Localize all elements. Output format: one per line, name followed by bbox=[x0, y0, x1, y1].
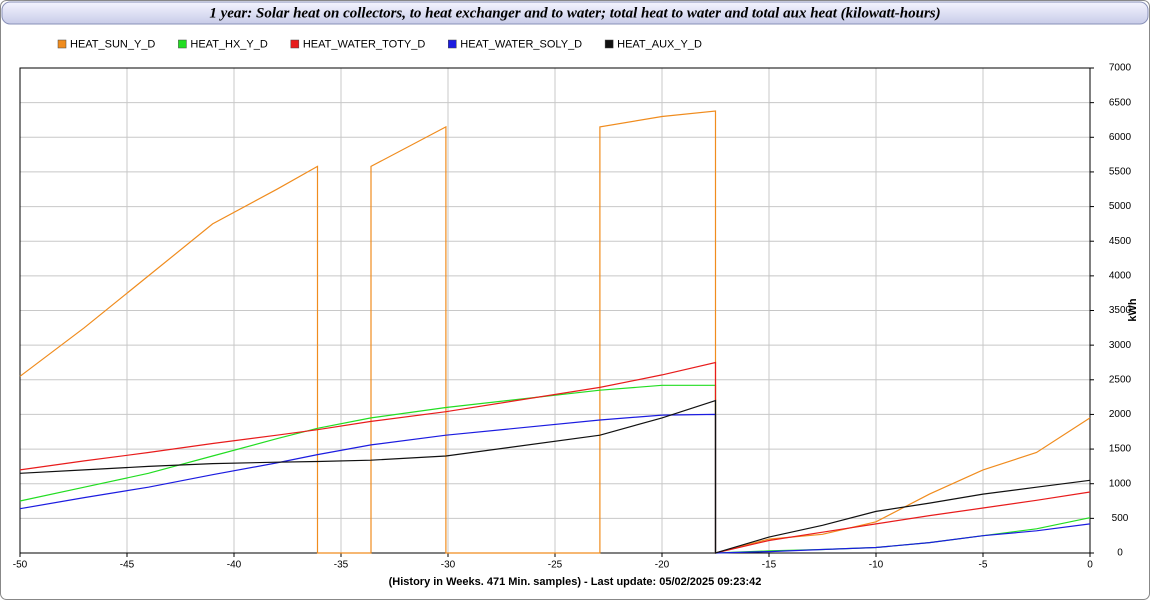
y-tick-label: 5500 bbox=[1109, 167, 1132, 178]
x-tick-label: -30 bbox=[441, 560, 456, 571]
x-tick-label: -40 bbox=[227, 560, 242, 571]
y-tick-label: 0 bbox=[1117, 548, 1123, 559]
series-line bbox=[19, 399, 1091, 554]
y-tick-label: 1500 bbox=[1109, 444, 1132, 455]
x-tick-label: -35 bbox=[334, 560, 349, 571]
legend-swatch bbox=[178, 39, 187, 49]
y-tick-label: 3500 bbox=[1109, 305, 1132, 316]
y-axis-label: kWh bbox=[1127, 298, 1139, 322]
legend-swatch bbox=[604, 39, 614, 49]
legend-label: HEAT_SUN_Y_D bbox=[70, 38, 155, 50]
legend-label: HEAT_WATER_TOTY_D bbox=[303, 38, 426, 50]
y-tick-label: 3000 bbox=[1109, 340, 1132, 351]
x-tick-label: -25 bbox=[548, 560, 563, 571]
legend-swatch bbox=[57, 39, 67, 49]
series-line bbox=[19, 110, 1091, 554]
x-tick-label: -10 bbox=[869, 560, 884, 571]
x-tick-label: -45 bbox=[120, 560, 135, 571]
y-tick-label: 2500 bbox=[1109, 374, 1132, 385]
x-tick-label: 0 bbox=[1087, 560, 1093, 571]
legend-label: HEAT_HX_Y_D bbox=[190, 38, 267, 50]
y-tick-label: 2000 bbox=[1109, 409, 1132, 420]
legend-swatch bbox=[290, 39, 300, 49]
y-tick-label: 500 bbox=[1112, 513, 1129, 524]
x-tick-label: -5 bbox=[979, 560, 988, 571]
chart-title: 1 year: Solar heat on collectors, to hea… bbox=[209, 5, 940, 21]
legend-label: HEAT_WATER_SOLY_D bbox=[460, 38, 582, 50]
y-tick-label: 6000 bbox=[1109, 132, 1132, 143]
y-tick-label: 7000 bbox=[1109, 63, 1132, 74]
x-axis-label: (History in Weeks. 471 Min. samples) - L… bbox=[389, 576, 762, 588]
x-tick-label: -20 bbox=[655, 560, 670, 571]
series-line bbox=[19, 413, 1091, 554]
x-tick-label: -50 bbox=[13, 560, 28, 571]
series-line bbox=[19, 361, 1091, 554]
y-tick-label: 5000 bbox=[1109, 201, 1132, 212]
x-tick-label: -15 bbox=[762, 560, 777, 571]
legend-label: HEAT_AUX_Y_D bbox=[617, 38, 702, 50]
y-tick-label: 6500 bbox=[1109, 97, 1132, 108]
y-tick-label: 1000 bbox=[1109, 478, 1132, 489]
y-tick-label: 4500 bbox=[1109, 236, 1132, 247]
y-tick-label: 4000 bbox=[1109, 270, 1132, 281]
title-bar bbox=[1, 1, 1149, 25]
legend-swatch bbox=[448, 39, 457, 49]
